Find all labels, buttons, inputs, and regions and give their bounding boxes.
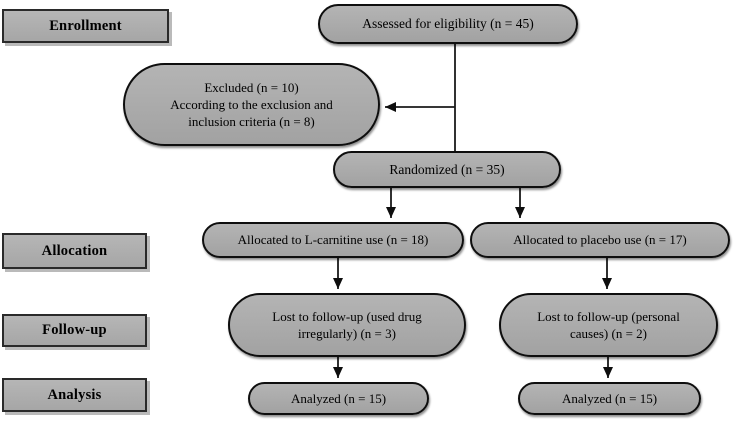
node-lost-placebo: Lost to follow-up (personal causes) (n =…	[499, 293, 718, 357]
node-randomized: Randomized (n = 35)	[333, 151, 561, 188]
node-randomized-text: Randomized (n = 35)	[389, 161, 505, 177]
node-analyzed-placebo-text: Analyzed (n = 15)	[561, 390, 658, 406]
node-excluded-line3: inclusion criteria (n = 8)	[188, 114, 315, 130]
node-excluded-line1: Excluded (n = 10)	[204, 79, 299, 95]
node-analyzed-carnitine: Analyzed (n = 15)	[248, 382, 429, 415]
node-lost-carnitine-line1: Lost to follow-up (used drug	[272, 308, 422, 324]
node-lost-carnitine-line2: irregularly) (n = 3)	[298, 326, 396, 341]
node-allocated-placebo-text: Allocated to placebo use (n = 17)	[513, 232, 687, 248]
node-lost-placebo-line1: Lost to follow-up (personal	[537, 308, 680, 324]
stage-label-allocation: Allocation	[2, 233, 147, 269]
node-allocated-carnitine-text: Allocated to L-carnitine use (n = 18)	[237, 232, 429, 248]
stage-label-enrollment: Enrollment	[2, 9, 169, 43]
node-excluded-line2: According to the exclusion and	[170, 96, 333, 112]
node-allocated-carnitine: Allocated to L-carnitine use (n = 18)	[202, 222, 464, 258]
node-lost-carnitine: Lost to follow-up (used drug irregularly…	[228, 293, 466, 357]
stage-label-followup: Follow-up	[2, 314, 147, 347]
node-assessed: Assessed for eligibility (n = 45)	[318, 4, 578, 44]
node-analyzed-placebo: Analyzed (n = 15)	[518, 382, 701, 415]
stage-label-analysis: Analysis	[2, 378, 147, 412]
node-lost-placebo-line2: causes) (n = 2)	[570, 326, 647, 341]
node-assessed-text: Assessed for eligibility (n = 45)	[362, 16, 534, 32]
node-allocated-placebo: Allocated to placebo use (n = 17)	[470, 222, 730, 258]
node-analyzed-carnitine-text: Analyzed (n = 15)	[290, 390, 387, 406]
node-excluded: Excluded (n = 10) According to the exclu…	[123, 63, 380, 146]
